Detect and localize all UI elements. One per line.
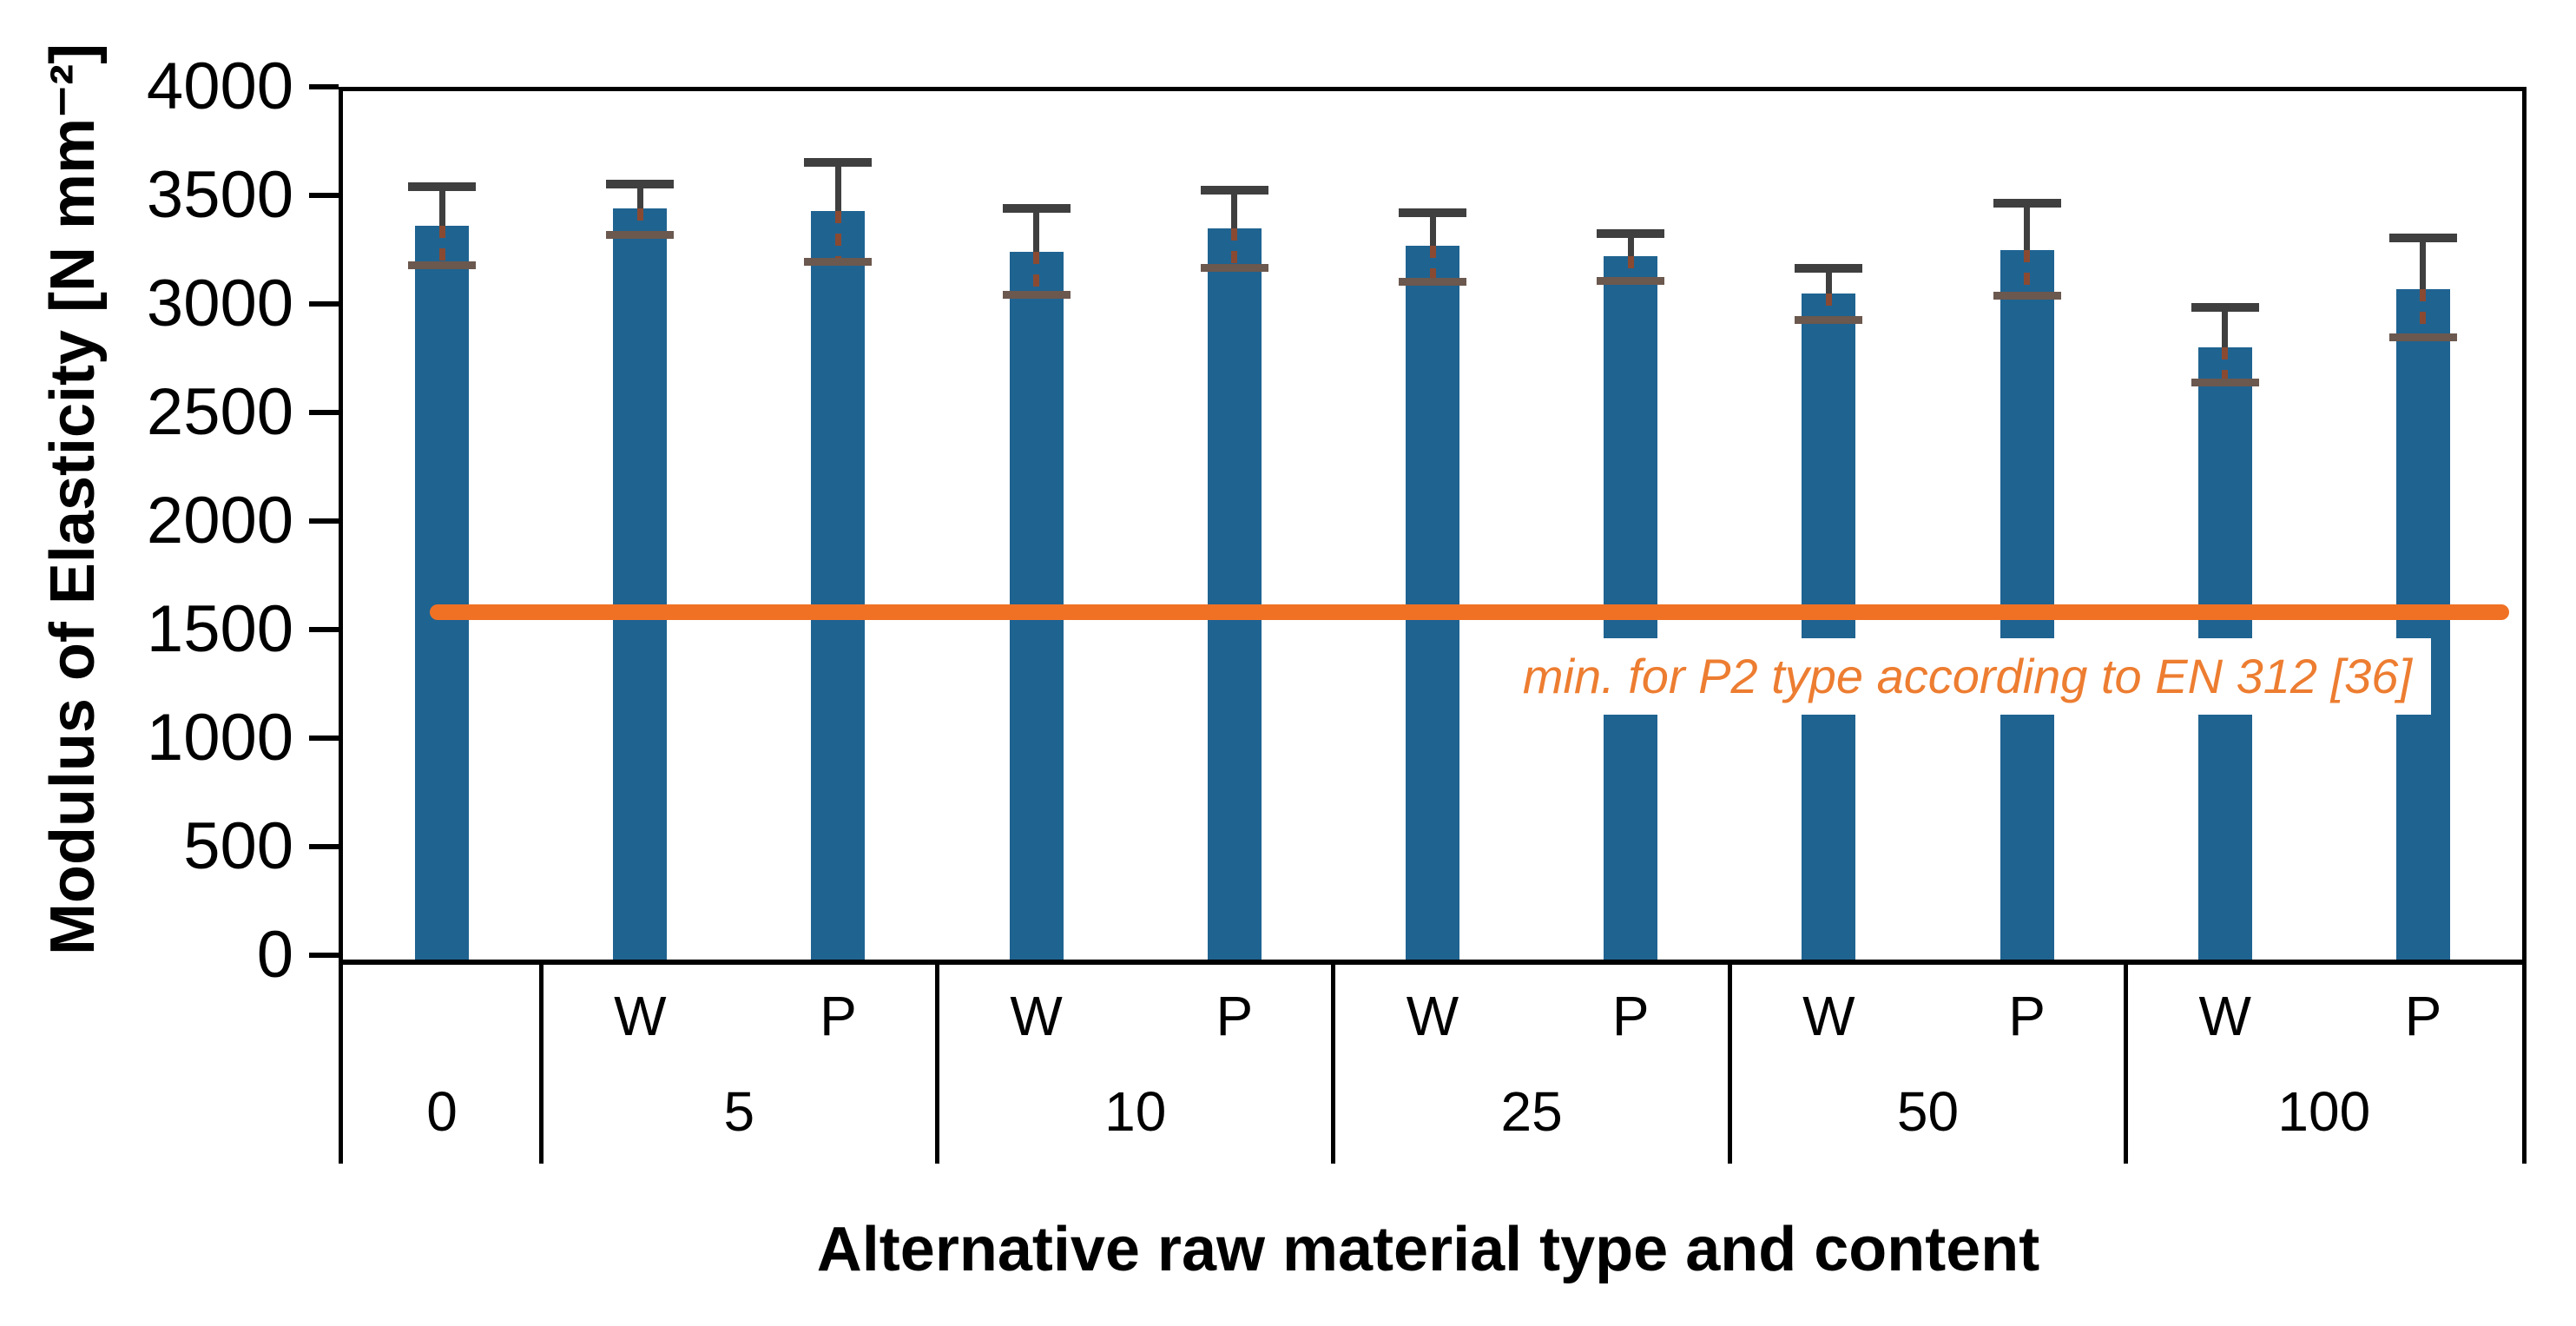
group-separator xyxy=(1727,960,1732,1164)
error-cap-bottom xyxy=(2191,379,2259,386)
error-cap-bottom xyxy=(1002,290,1071,299)
x-sub-label-50P: P xyxy=(2008,985,2046,1047)
y-tick-mark xyxy=(309,736,339,741)
error-cap-top xyxy=(1597,228,1665,238)
y-tick-mark xyxy=(309,410,339,415)
y-tick-label: 3500 xyxy=(146,158,293,232)
x-sub-label-10P: P xyxy=(1216,985,1254,1047)
error-stem-upper xyxy=(2024,201,2031,250)
y-tick-mark xyxy=(309,953,339,958)
reference-line xyxy=(430,604,2509,620)
error-cap-top xyxy=(408,181,477,191)
error-cap-bottom xyxy=(1795,315,1863,324)
error-stem-lower xyxy=(834,210,841,262)
bar-5P xyxy=(811,210,866,960)
error-stem-upper xyxy=(1825,267,1832,294)
y-tick-label: 3000 xyxy=(146,267,293,340)
x-axis-category-band: 0 5 W P 10 W P 25 W P 50 W P 100 W P xyxy=(339,960,2527,1164)
error-stem-lower xyxy=(2024,249,2031,295)
y-tick-mark xyxy=(309,193,339,198)
y-tick-label: 1000 xyxy=(146,701,293,775)
error-cap-top xyxy=(1399,208,1466,217)
group-separator xyxy=(538,960,544,1164)
error-stem-upper xyxy=(636,183,643,208)
bars-layer xyxy=(343,91,2522,960)
x-group-label: 10 xyxy=(1104,1080,1167,1143)
error-stem-upper xyxy=(834,162,841,211)
bar-5W xyxy=(613,208,668,960)
error-stem-lower xyxy=(1033,252,1040,294)
x-group-label: 5 xyxy=(723,1080,755,1143)
error-stem-lower xyxy=(1231,228,1238,267)
y-tick-mark xyxy=(309,84,339,89)
error-stem-upper xyxy=(2420,236,2427,289)
x-group-label: 50 xyxy=(1896,1080,1960,1143)
y-tick-label: 0 xyxy=(256,918,293,992)
error-stem-lower xyxy=(2420,288,2427,337)
bar-25W xyxy=(1406,245,1459,960)
x-sub-label-5P: P xyxy=(820,985,857,1047)
error-cap-top xyxy=(2388,233,2457,242)
error-cap-bottom xyxy=(804,258,873,267)
error-cap-top xyxy=(606,180,675,189)
x-group-label: 0 xyxy=(426,1080,458,1143)
error-cap-top xyxy=(1795,263,1863,273)
bar-100P xyxy=(2395,288,2450,960)
y-tick-label: 500 xyxy=(183,809,293,883)
y-tick-label: 1500 xyxy=(146,592,293,666)
bar-0 xyxy=(415,226,470,960)
error-stem-upper xyxy=(2222,306,2229,347)
plot-area: min. for P2 type according to EN 312 [36… xyxy=(339,87,2527,965)
y-tick-mark xyxy=(309,844,339,849)
error-stem-lower xyxy=(636,208,643,234)
x-sub-label-5W: W xyxy=(614,985,667,1047)
error-stem-lower xyxy=(2222,347,2229,382)
group-separator xyxy=(935,960,940,1164)
error-stem-lower xyxy=(438,226,445,265)
bar-10P xyxy=(1207,228,1262,960)
x-sub-label-25W: W xyxy=(1406,985,1459,1047)
group-separator xyxy=(1331,960,1336,1164)
error-cap-top xyxy=(1993,198,2061,208)
y-tick-label: 2500 xyxy=(146,375,293,449)
y-tick-mark xyxy=(309,627,339,632)
error-cap-bottom xyxy=(1597,276,1665,285)
x-sub-label-25P: P xyxy=(1611,985,1650,1047)
y-tick-label: 2000 xyxy=(146,484,293,557)
error-stem-upper xyxy=(1231,188,1238,228)
error-cap-top xyxy=(2191,302,2259,312)
error-cap-bottom xyxy=(606,231,675,239)
error-cap-bottom xyxy=(1399,277,1466,286)
y-tick-label: 4000 xyxy=(146,49,293,123)
error-cap-top xyxy=(1002,203,1071,213)
y-tick-mark xyxy=(309,301,339,307)
x-group-label: 100 xyxy=(2277,1080,2371,1143)
error-stem-upper xyxy=(438,185,445,226)
error-cap-bottom xyxy=(2388,333,2457,341)
x-sub-label-100P: P xyxy=(2404,985,2442,1047)
error-stem-lower xyxy=(1825,293,1832,320)
error-stem-upper xyxy=(1627,232,1634,256)
x-sub-label-10W: W xyxy=(1010,985,1063,1047)
error-stem-upper xyxy=(1033,207,1040,252)
error-cap-top xyxy=(804,158,873,168)
y-tick-mark xyxy=(309,518,339,524)
x-axis-title: Alternative raw material type and conten… xyxy=(816,1215,2040,1284)
error-stem-upper xyxy=(1429,211,1436,246)
x-sub-label-50W: W xyxy=(1802,985,1855,1047)
error-cap-bottom xyxy=(1993,292,2061,300)
error-stem-lower xyxy=(1429,245,1436,281)
reference-line-annotation: min. for P2 type according to EN 312 [36… xyxy=(1503,638,2431,715)
error-cap-bottom xyxy=(1200,263,1268,272)
group-separator xyxy=(2124,960,2129,1164)
error-cap-bottom xyxy=(408,261,477,269)
x-sub-label-100W: W xyxy=(2198,985,2251,1047)
error-stem-lower xyxy=(1627,256,1634,280)
x-group-label: 25 xyxy=(1500,1080,1563,1143)
error-cap-top xyxy=(1200,185,1268,195)
bar-50W xyxy=(1802,293,1856,960)
